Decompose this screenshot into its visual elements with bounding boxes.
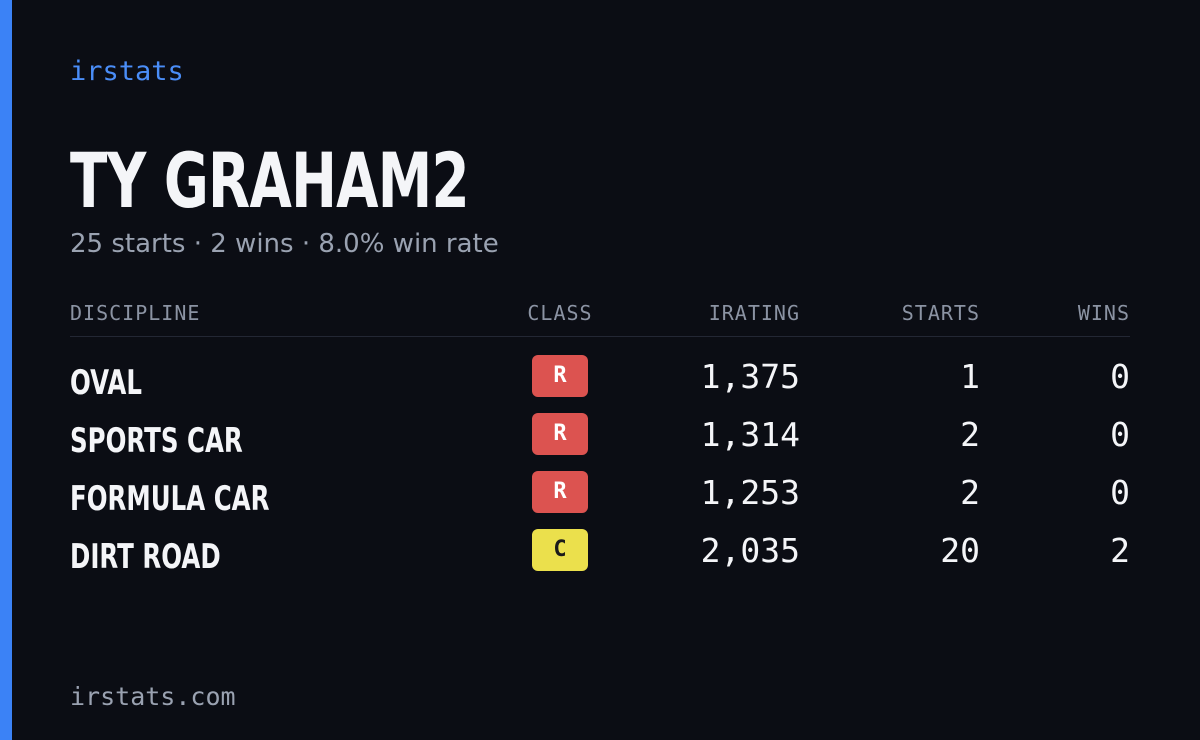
stat-value: 2: [960, 415, 980, 454]
header-rule: [70, 336, 1130, 337]
stat-value: 1,314: [700, 415, 800, 454]
stat-value: 2,035: [700, 531, 800, 570]
column-header: IRATING: [708, 301, 800, 325]
stat-value: 1: [960, 357, 980, 396]
class-badge: R: [532, 471, 588, 513]
subtitle: 25 starts · 2 wins · 8.0% win rate: [70, 229, 499, 259]
brand: irstats: [70, 56, 184, 87]
column-header: STARTS: [901, 301, 980, 325]
column-header: CLASS: [527, 301, 593, 325]
stat-value: 20: [940, 531, 980, 570]
accent-bar: [0, 0, 12, 740]
column-header: DISCIPLINE: [70, 301, 201, 325]
title: TY GRAHAM2: [70, 136, 470, 225]
discipline: DIRT ROAD: [70, 537, 221, 577]
stat-value: 0: [1110, 473, 1130, 512]
stat-value: 1,375: [700, 357, 800, 396]
column-header: WINS: [1077, 301, 1130, 325]
stat-value: 2: [960, 473, 980, 512]
discipline: SPORTS CAR: [70, 421, 243, 461]
stat-value: 1,253: [700, 473, 800, 512]
stat-value: 0: [1110, 357, 1130, 396]
footer: irstats.com: [70, 682, 236, 711]
class-badge: C: [532, 529, 588, 571]
discipline: OVAL: [70, 363, 142, 403]
class-badge: R: [532, 355, 588, 397]
discipline: FORMULA CAR: [70, 479, 270, 519]
stat-value: 0: [1110, 415, 1130, 454]
class-badge: R: [532, 413, 588, 455]
stat-value: 2: [1110, 531, 1130, 570]
